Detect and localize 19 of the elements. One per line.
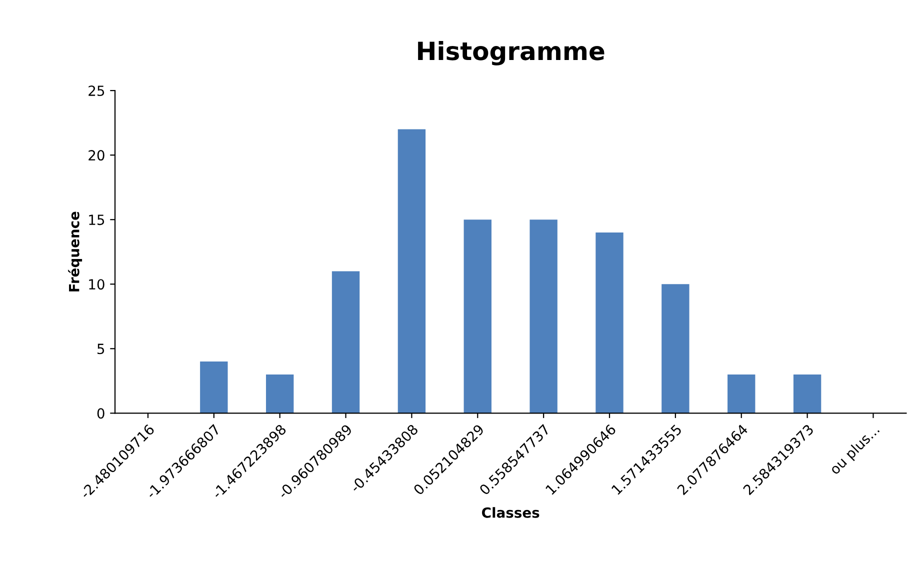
bar: [793, 374, 822, 414]
y-tick-label: 0: [97, 408, 104, 419]
y-tick-label: 5: [98, 344, 104, 354]
bar: [200, 362, 228, 414]
bar: [464, 220, 492, 414]
y-axis-title: Fréquence: [68, 212, 82, 292]
bar: [662, 284, 690, 414]
y-tick-label: 10: [89, 279, 104, 290]
y-tick-label: 25: [88, 86, 104, 96]
bar: [398, 129, 426, 414]
x-axis-title: Classes: [482, 507, 540, 518]
chart-title: Histogramme: [418, 41, 604, 66]
bar: [728, 374, 756, 414]
bar: [332, 271, 360, 414]
bar: [596, 232, 624, 414]
bar: [266, 374, 294, 414]
bar: [530, 220, 558, 414]
y-tick-label: 15: [89, 214, 104, 226]
y-tick-label: 20: [88, 150, 104, 161]
